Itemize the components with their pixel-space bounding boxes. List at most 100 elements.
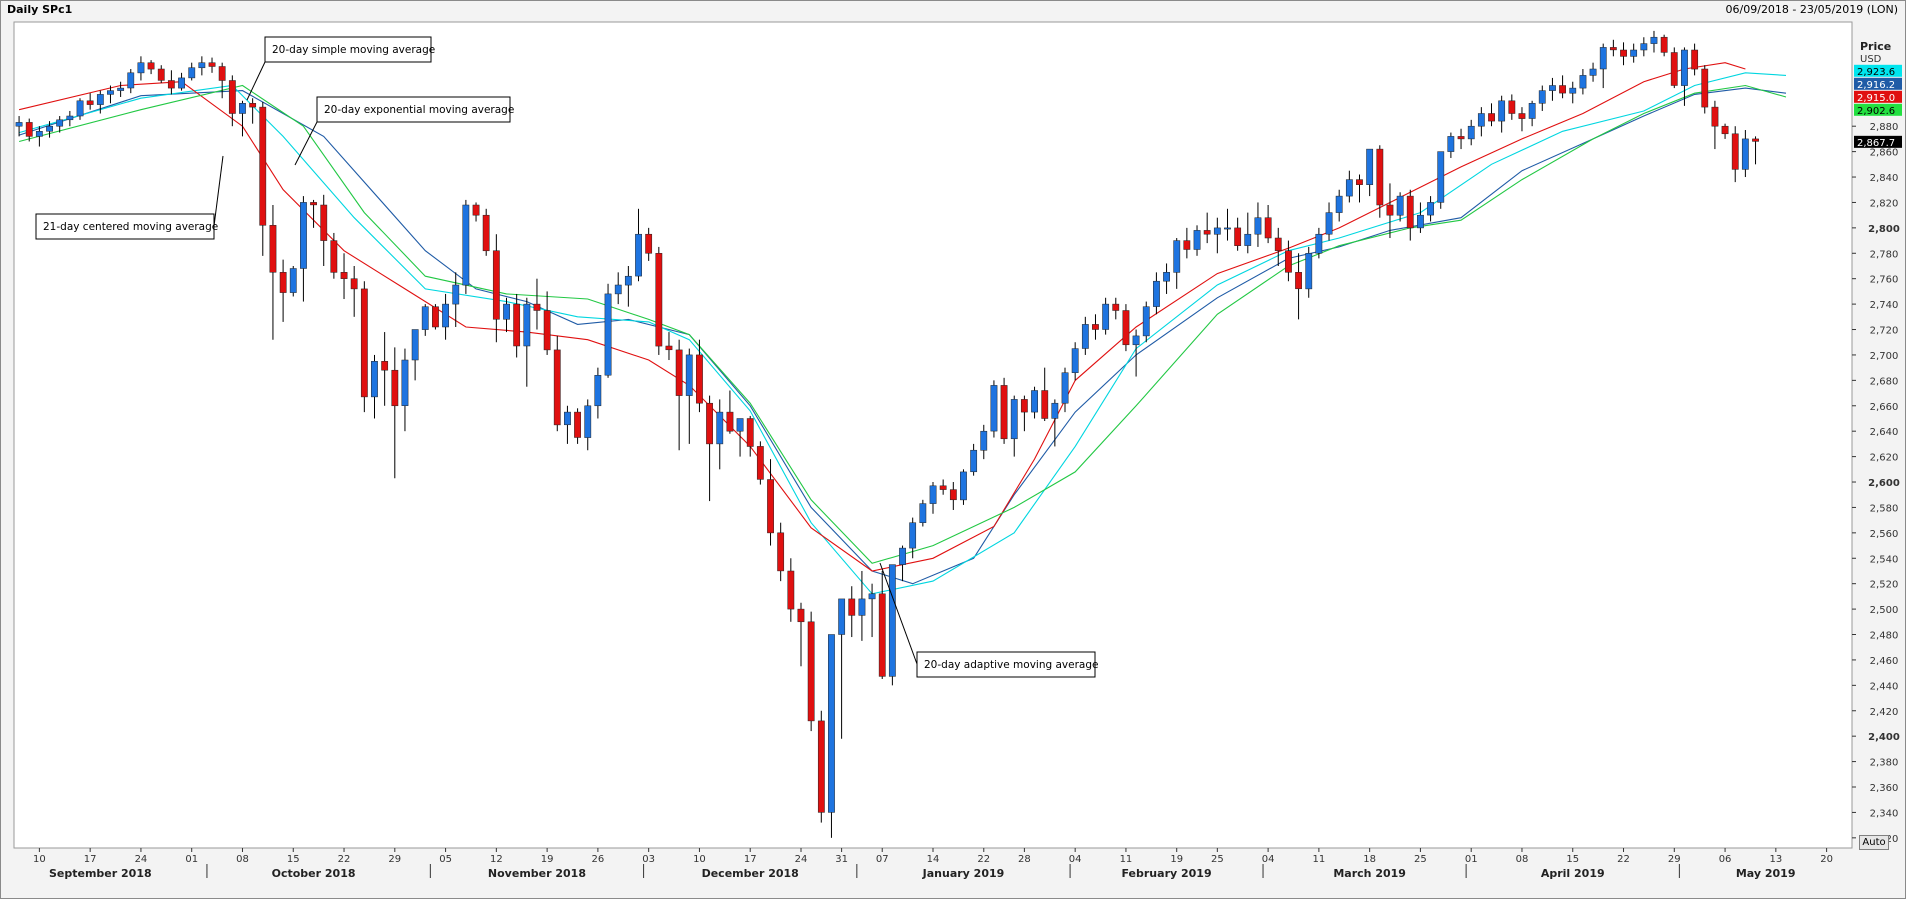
sma-callout-label: 20-day simple moving average (272, 44, 435, 56)
candle-body (1000, 385, 1008, 440)
x-day-label: 31 (835, 854, 848, 865)
candle-body (442, 303, 449, 328)
candle-body (949, 489, 957, 501)
candle-body (320, 204, 328, 241)
x-day-label: 29 (1668, 854, 1681, 865)
candle-body (1274, 237, 1282, 251)
candle-body (614, 284, 622, 295)
candle-body (157, 68, 165, 81)
candle-body (1741, 138, 1749, 170)
y-tick-label: 2,860 (1870, 148, 1899, 159)
candle-body (1701, 68, 1709, 108)
x-month-label: January 2019 (922, 867, 1005, 880)
candle-body (1325, 212, 1333, 235)
y-tick-label: 2,580 (1870, 503, 1899, 514)
candle-body (371, 361, 378, 398)
candle-body (848, 598, 856, 616)
candle-body (1203, 230, 1211, 235)
ama-callout-label: 20-day adaptive moving average (924, 659, 1098, 671)
candle-body (1345, 179, 1353, 197)
x-day-label: 10 (693, 854, 706, 865)
y-tick-label: 2,540 (1870, 554, 1899, 565)
x-day-label: 19 (1170, 854, 1183, 865)
candle-body (1244, 233, 1252, 246)
x-day-label: 29 (388, 854, 401, 865)
candle-body (401, 359, 409, 406)
candle-body (107, 90, 114, 95)
candle-body (1061, 372, 1069, 404)
y-tick-label: 2,380 (1870, 758, 1899, 769)
y-tick-label: 2,880 (1870, 122, 1899, 133)
candle-body (1681, 49, 1688, 86)
candle-body (1051, 402, 1059, 419)
candle-body (249, 103, 257, 108)
candle-body (1020, 399, 1028, 413)
candle-body (594, 375, 602, 407)
x-day-label: 15 (287, 854, 300, 865)
auto-scale-button[interactable]: Auto (1859, 835, 1889, 850)
ema-callout-box (316, 96, 511, 123)
candle-body (1508, 100, 1516, 114)
candle-body (1173, 240, 1181, 273)
y-tick-label: 2,780 (1870, 249, 1899, 260)
y-tick-label: 2,760 (1870, 275, 1899, 286)
candle-body (838, 598, 846, 635)
x-month-label: March 2019 (1333, 867, 1406, 880)
candle-body (228, 80, 236, 114)
candle-body (1731, 133, 1739, 170)
x-month-label: December 2018 (702, 867, 799, 880)
candle-body (1427, 202, 1434, 216)
candle-body (1081, 324, 1089, 349)
candle-body (310, 202, 317, 206)
x-day-label: 28 (1018, 854, 1031, 865)
price-axis-unit: USD (1860, 54, 1882, 65)
candle-body (1620, 49, 1627, 57)
candle-body (1183, 240, 1191, 250)
candle-body (1193, 230, 1201, 250)
candle-body (939, 485, 947, 490)
candle-body (1447, 136, 1455, 152)
candle-body (716, 411, 724, 445)
candle-body (706, 402, 713, 445)
price-axis-title: Price (1860, 40, 1892, 53)
candle-body (1467, 125, 1475, 140)
candle-body (1579, 75, 1587, 89)
candle-body (1122, 310, 1130, 346)
candle-body (1396, 195, 1404, 216)
x-day-label: 01 (1465, 854, 1478, 865)
candle-body (1488, 113, 1495, 122)
ama-callout-pointer (879, 562, 918, 665)
price-tag (1854, 103, 1902, 116)
candle-body (1163, 272, 1170, 282)
sma-callout-box (264, 36, 432, 63)
candle-body (807, 621, 815, 722)
candle-body (1071, 348, 1079, 373)
candle-body (1031, 390, 1038, 413)
candle-body (188, 67, 196, 79)
candle-body (289, 268, 297, 293)
candle-body (787, 570, 795, 610)
candle-body (330, 240, 338, 273)
candle-body (1711, 106, 1719, 127)
candle-body (513, 303, 521, 347)
candle-body (909, 522, 917, 549)
y-tick-label: 2,400 (1868, 732, 1900, 743)
candle-body (584, 405, 592, 438)
price-tag-label: 2,916.2 (1857, 80, 1895, 91)
candle-body (421, 306, 429, 330)
candle-body (1640, 43, 1648, 51)
x-day-label: 06 (1719, 854, 1732, 865)
candle-body (432, 306, 439, 328)
cma-callout-label: 21-day centered moving average (43, 221, 218, 233)
date-range: 06/09/2018 - 23/05/2019 (LON) (1725, 3, 1898, 16)
candle-body (1721, 125, 1729, 135)
x-day-label: 04 (1069, 854, 1082, 865)
y-tick-label: 2,660 (1870, 402, 1899, 413)
candle-body (797, 608, 805, 623)
candle-body (269, 225, 277, 273)
ma-line-3 (18, 62, 1746, 572)
candle-body (1670, 52, 1678, 86)
y-tick-label: 2,560 (1870, 529, 1899, 540)
candle-body (655, 253, 663, 347)
